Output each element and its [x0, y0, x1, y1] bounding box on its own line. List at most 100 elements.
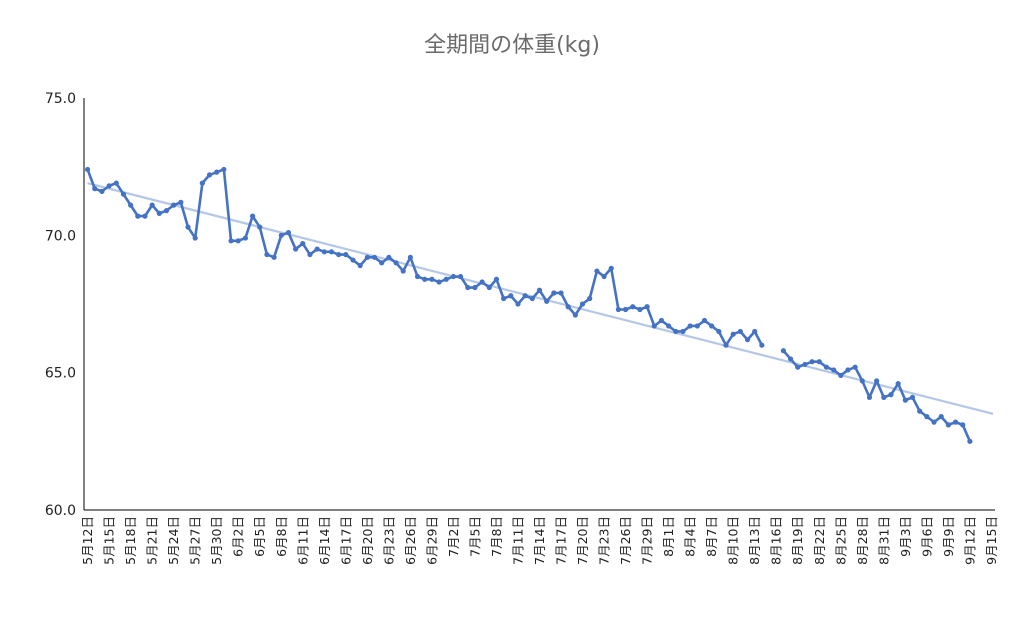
data-point [551, 290, 557, 296]
data-point [701, 317, 708, 324]
data-point [235, 238, 241, 244]
data-point [264, 251, 270, 258]
x-tick-label: 6月8日 [274, 516, 289, 557]
x-tick-label: 8月22日 [812, 516, 827, 565]
data-point [300, 240, 306, 247]
data-point [515, 301, 521, 307]
data-point [379, 260, 385, 266]
data-point [364, 254, 370, 260]
data-point [472, 284, 478, 291]
data-point [113, 180, 119, 186]
data-point [644, 304, 650, 310]
trendline-layer [87, 182, 994, 415]
data-point [952, 419, 959, 425]
data-point [501, 295, 507, 302]
data-point [709, 323, 715, 329]
x-tick-label: 6月11日 [295, 516, 310, 565]
trendline [87, 182, 994, 415]
data-point [163, 208, 170, 214]
x-tick-label: 7月2日 [446, 516, 461, 557]
data-point [859, 378, 865, 384]
data-point [895, 381, 901, 387]
data-point [142, 213, 148, 219]
data-point [414, 273, 421, 280]
data-point [465, 284, 471, 291]
data-point [874, 378, 880, 384]
data-point [178, 199, 184, 205]
data-point [84, 166, 91, 173]
x-tick-label: 5月21日 [145, 516, 160, 565]
data-point [888, 392, 894, 398]
data-point [716, 328, 722, 335]
data-point [479, 279, 485, 285]
point-layer [84, 166, 973, 444]
data-point [522, 293, 528, 299]
data-point [249, 213, 256, 219]
data-point [257, 224, 263, 230]
data-point [106, 183, 112, 189]
data-point [579, 301, 586, 307]
data-point [960, 422, 966, 428]
data-point [228, 238, 234, 244]
data-point [271, 254, 277, 260]
data-point [508, 293, 514, 299]
x-tick-label: 8月4日 [683, 516, 698, 557]
x-tick-label: 6月26日 [403, 516, 418, 565]
chart-title: 全期間の体重(kg) [424, 33, 600, 58]
data-point [128, 202, 134, 208]
data-point [823, 364, 830, 370]
x-tick-label: 7月23日 [597, 516, 612, 565]
data-point [687, 323, 693, 329]
x-tick-label: 9月3日 [898, 516, 913, 557]
x-tick-label: 6月23日 [381, 516, 396, 565]
data-point [429, 276, 435, 282]
data-point [336, 251, 342, 258]
x-tick-label: 9月9日 [941, 516, 956, 557]
data-point [666, 323, 672, 329]
x-tick-label: 5月15日 [102, 516, 117, 565]
data-point [967, 438, 973, 444]
data-point [422, 276, 428, 282]
x-tick-label: 6月29日 [424, 516, 439, 565]
data-point [852, 364, 858, 370]
data-point [436, 279, 442, 285]
data-point [594, 268, 600, 274]
x-tick-label: 8月7日 [704, 516, 719, 557]
x-tick-label: 7月20日 [575, 516, 590, 565]
data-point [171, 202, 177, 208]
y-tick-label: 60.0 [45, 503, 76, 519]
x-tick-label: 5月24日 [166, 516, 181, 565]
x-tick-label: 6月2日 [231, 516, 246, 557]
data-point [752, 328, 758, 335]
x-tick-label: 8月16日 [769, 516, 784, 565]
x-tick-label: 5月12日 [80, 516, 95, 565]
data-point [945, 422, 951, 428]
data-point [630, 304, 636, 310]
data-point [206, 172, 213, 178]
x-tick-label: 5月27日 [188, 516, 203, 565]
data-point [572, 312, 578, 318]
x-tick-label: 8月31日 [876, 516, 891, 565]
x-tick-label: 9月15日 [984, 516, 999, 565]
data-point [328, 249, 335, 255]
data-point [457, 273, 464, 280]
data-point [120, 191, 127, 197]
x-tick-label: 7月5日 [467, 516, 482, 557]
data-point [938, 414, 944, 420]
data-point [787, 356, 794, 362]
data-point [343, 251, 349, 258]
data-point [371, 254, 378, 260]
data-point [450, 273, 457, 280]
x-tick-label: 7月29日 [640, 516, 655, 565]
x-tick-label: 8月10日 [726, 516, 741, 565]
data-point [902, 397, 908, 403]
data-point [185, 224, 191, 230]
data-point [199, 180, 205, 186]
data-point [759, 342, 765, 348]
data-point [723, 342, 729, 348]
data-point [637, 306, 643, 313]
x-tick-label: 7月26日 [618, 516, 633, 565]
x-tick-label: 5月18日 [123, 516, 138, 565]
